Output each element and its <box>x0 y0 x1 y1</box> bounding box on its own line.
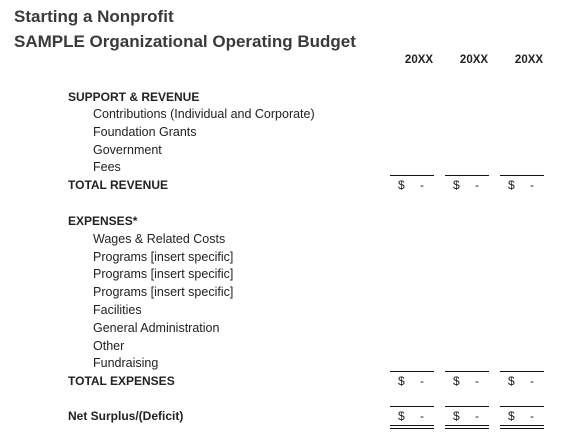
net-surplus-cell-3: $ - <box>508 409 534 423</box>
total-expenses-cell-1: $ - <box>398 374 424 388</box>
expense-item: Fundraising <box>93 356 159 370</box>
total-revenue-cell-1: $ - <box>398 178 424 192</box>
double-rule-net-col1-a <box>390 425 434 426</box>
currency-symbol: $ <box>508 178 515 192</box>
double-rule-net-col1-b <box>390 428 434 429</box>
column-header-year-3: 20XX <box>514 54 544 66</box>
currency-symbol: $ <box>508 374 515 388</box>
rule-revenue-col3 <box>500 175 544 176</box>
rule-revenue-col1 <box>390 175 434 176</box>
currency-symbol: $ <box>398 374 405 388</box>
cell-value: - <box>420 409 424 423</box>
expense-item: Programs [insert specific] <box>93 267 234 281</box>
double-rule-net-col2-b <box>445 428 489 429</box>
net-surplus-cell-2: $ - <box>453 409 479 423</box>
expense-item: General Administration <box>93 321 220 335</box>
currency-symbol: $ <box>508 409 515 423</box>
expense-item: Other <box>93 339 125 353</box>
expense-item: Facilities <box>93 303 142 317</box>
double-rule-net-col3-a <box>500 425 544 426</box>
revenue-item: Fees <box>93 160 121 174</box>
cell-value: - <box>530 178 534 192</box>
rule-net-top-col1 <box>390 406 434 407</box>
double-rule-net-col2-a <box>445 425 489 426</box>
rule-expenses-col1 <box>390 371 434 372</box>
total-expenses-cell-3: $ - <box>508 374 534 388</box>
expense-item: Programs [insert specific] <box>93 285 234 299</box>
cell-value: - <box>530 374 534 388</box>
rule-revenue-col2 <box>445 175 489 176</box>
revenue-item: Contributions (Individual and Corporate) <box>93 107 315 121</box>
currency-symbol: $ <box>398 409 405 423</box>
column-header-year-1: 20XX <box>404 54 434 66</box>
revenue-section-heading: SUPPORT & REVENUE <box>68 90 200 104</box>
rule-net-top-col3 <box>500 406 544 407</box>
total-expenses-label: TOTAL EXPENSES <box>68 374 175 388</box>
currency-symbol: $ <box>453 374 460 388</box>
net-surplus-cell-1: $ - <box>398 409 424 423</box>
rule-expenses-col2 <box>445 371 489 372</box>
expenses-section-heading: EXPENSES* <box>68 214 138 228</box>
currency-symbol: $ <box>398 178 405 192</box>
revenue-item: Government <box>93 143 162 157</box>
total-revenue-cell-3: $ - <box>508 178 534 192</box>
cell-value: - <box>420 374 424 388</box>
currency-symbol: $ <box>453 178 460 192</box>
cell-value: - <box>420 178 424 192</box>
cell-value: - <box>530 409 534 423</box>
cell-value: - <box>475 178 479 192</box>
revenue-item: Foundation Grants <box>93 125 197 139</box>
expense-item: Wages & Related Costs <box>93 232 226 246</box>
total-revenue-label: TOTAL REVENUE <box>68 178 169 192</box>
cell-value: - <box>475 409 479 423</box>
total-revenue-cell-2: $ - <box>453 178 479 192</box>
total-expenses-cell-2: $ - <box>453 374 479 388</box>
column-header-year-2: 20XX <box>459 54 489 66</box>
document-title: Starting a Nonprofit <box>14 7 174 26</box>
document-subtitle: SAMPLE Organizational Operating Budget <box>14 32 356 51</box>
currency-symbol: $ <box>453 409 460 423</box>
expense-item: Programs [insert specific] <box>93 250 234 264</box>
cell-value: - <box>475 374 479 388</box>
rule-net-top-col2 <box>445 406 489 407</box>
net-surplus-label: Net Surplus/(Deficit) <box>68 409 184 423</box>
rule-expenses-col3 <box>500 371 544 372</box>
double-rule-net-col3-b <box>500 428 544 429</box>
